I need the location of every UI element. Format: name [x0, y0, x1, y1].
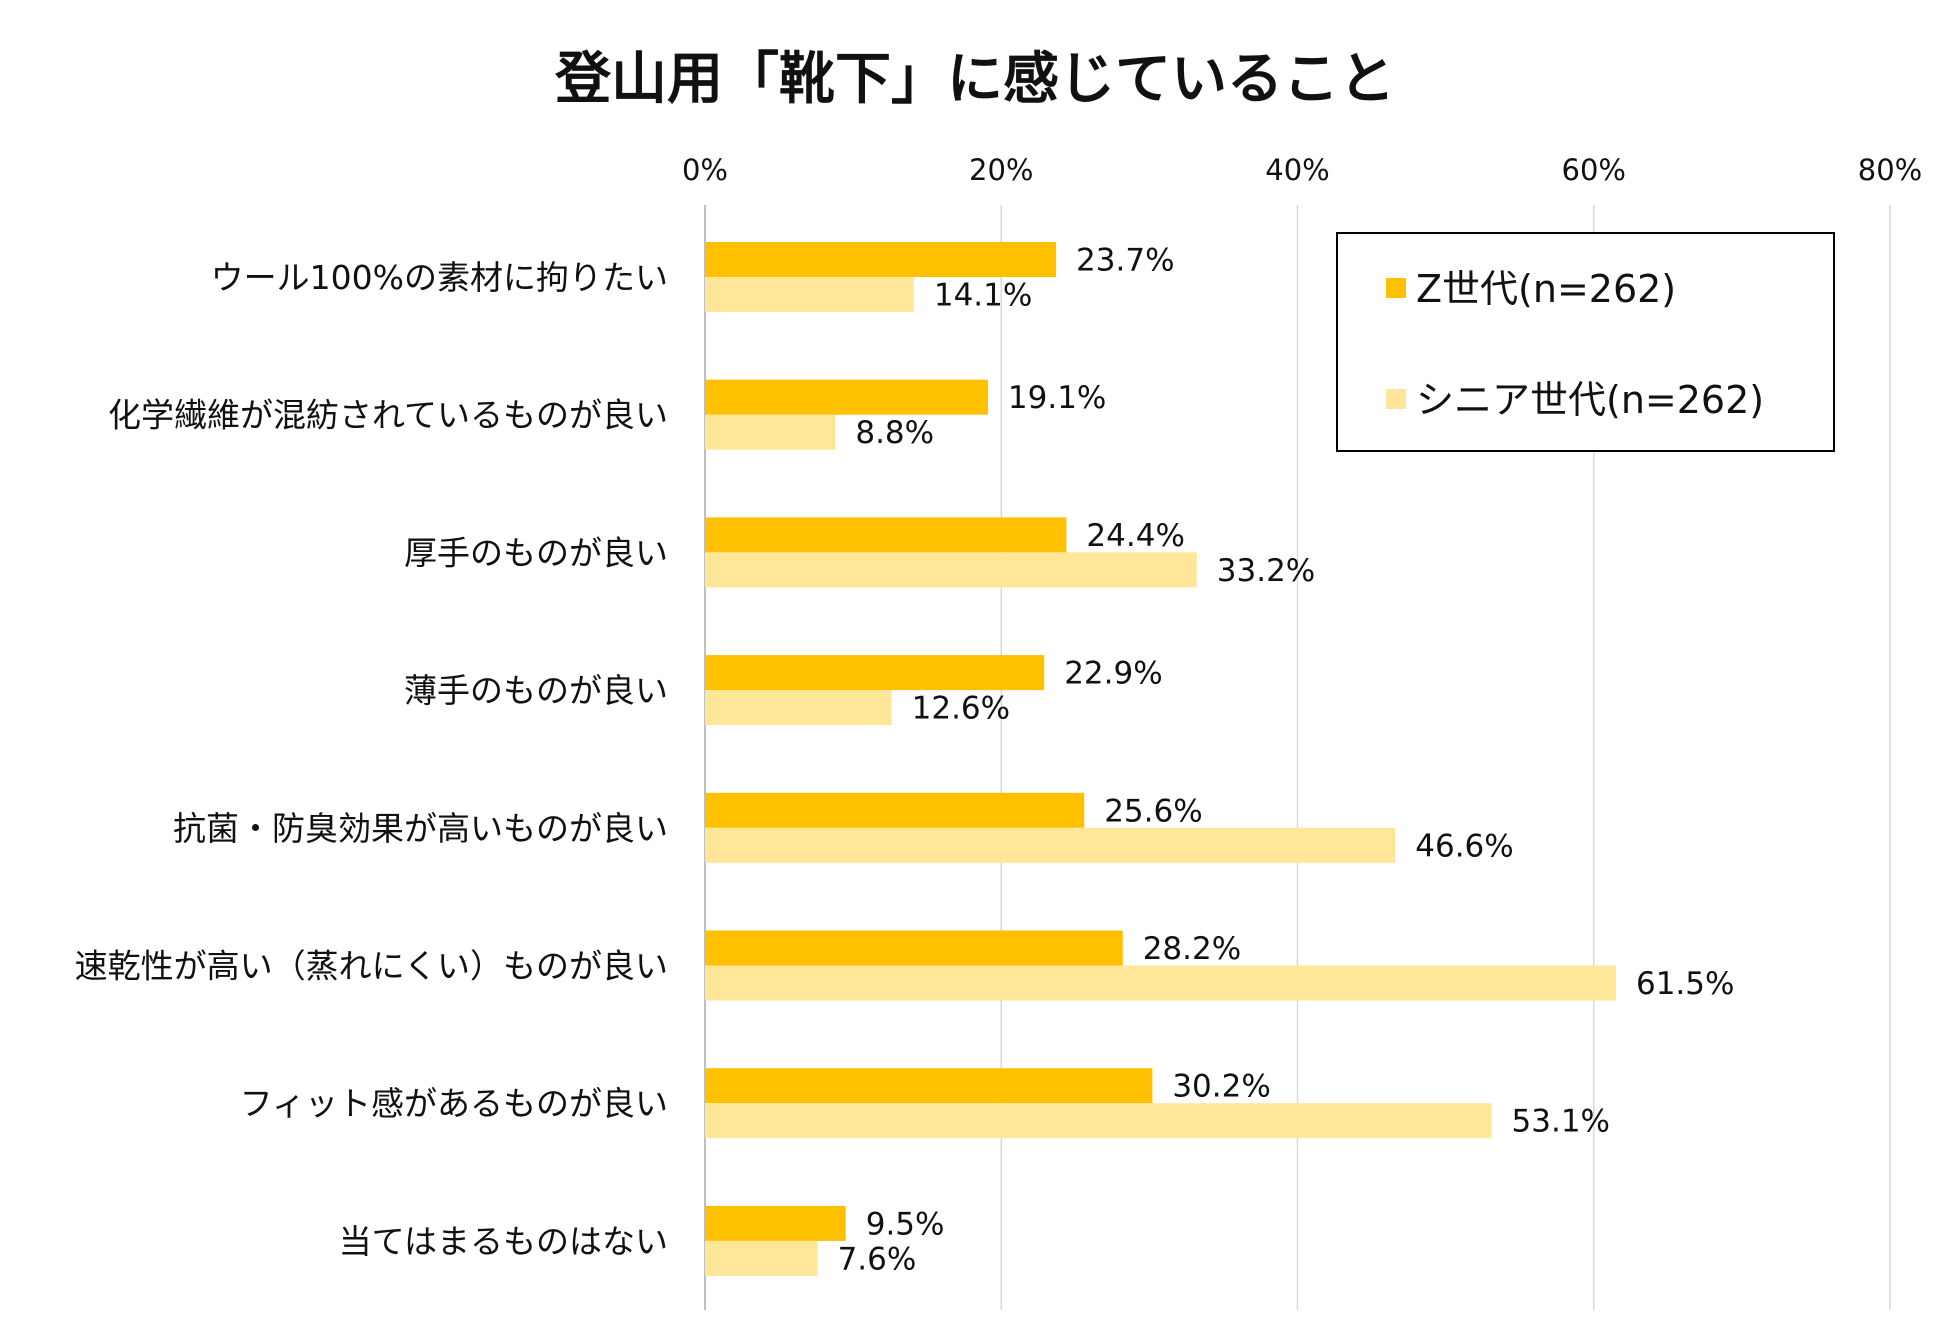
bar-z-generation	[705, 517, 1067, 553]
legend-label-z: Z世代(n=262)	[1416, 267, 1676, 311]
category-label: 抗菌・防臭効果が高いものが良い	[173, 809, 668, 848]
bar-z-generation	[705, 655, 1045, 691]
category-label: フィット感があるものが良い	[240, 1084, 668, 1123]
bar-z-generation	[705, 930, 1123, 966]
data-label: 24.4%	[1086, 518, 1184, 554]
data-label: 53.1%	[1512, 1104, 1610, 1140]
category-label: 当てはまるものはない	[339, 1222, 668, 1261]
legend-box	[1336, 232, 1835, 452]
category-label: ウール100%の素材に拘りたい	[211, 258, 668, 297]
data-label: 28.2%	[1143, 931, 1241, 967]
data-label: 9.5%	[866, 1206, 945, 1242]
legend-swatch-senior	[1386, 389, 1406, 409]
bar-senior-generation	[705, 277, 914, 312]
legend-swatch-z	[1386, 278, 1406, 298]
data-label: 14.1%	[934, 278, 1032, 314]
data-label: 61.5%	[1636, 966, 1734, 1002]
data-label: 22.9%	[1064, 656, 1162, 692]
category-label: 速乾性が高い（蒸れにくい）ものが良い	[75, 947, 668, 986]
data-label: 46.6%	[1415, 828, 1513, 864]
bar-senior-generation	[705, 1103, 1492, 1139]
bar-senior-generation	[705, 1240, 818, 1276]
category-label: 薄手のものが良い	[404, 671, 668, 710]
x-tick-label: 0%	[682, 153, 728, 187]
data-label: 30.2%	[1172, 1069, 1270, 1105]
data-label: 25.6%	[1104, 793, 1202, 829]
bar-senior-generation	[705, 965, 1616, 1001]
data-label: 8.8%	[855, 415, 934, 451]
data-label: 33.2%	[1217, 553, 1315, 589]
bar-senior-generation	[705, 827, 1396, 863]
legend-label-senior: シニア世代(n=262)	[1416, 378, 1764, 422]
x-tick-label: 80%	[1858, 153, 1922, 187]
bar-z-generation	[705, 1068, 1153, 1104]
chart-title: 登山用「靴下」に感じていること	[554, 47, 1395, 112]
bar-z-generation	[705, 242, 1057, 277]
bar-senior-generation	[705, 690, 892, 726]
bars	[705, 242, 1616, 1276]
bar-senior-generation	[705, 414, 836, 450]
bar-z-generation	[705, 1205, 846, 1241]
legend: Z世代(n=262) シニア世代(n=262)	[1336, 232, 1835, 452]
category-label: 厚手のものが良い	[404, 533, 668, 572]
labels: 0% 20% 40% 60% 80% ウール100%の素材に拘りたい 23.7% 14.1% 化…	[75, 153, 1923, 1277]
bar-senior-generation	[705, 552, 1197, 588]
bar-z-generation	[705, 792, 1085, 828]
bar-z-generation	[705, 379, 988, 415]
x-tick-label: 20%	[969, 153, 1033, 187]
category-label: 化学繊維が混紡されているものが良い	[108, 396, 668, 435]
x-tick-label: 40%	[1265, 153, 1329, 187]
data-label: 12.6%	[912, 691, 1010, 727]
x-tick-label: 60%	[1562, 153, 1626, 187]
data-label: 7.6%	[838, 1241, 917, 1277]
data-label: 23.7%	[1076, 243, 1174, 279]
data-label: 19.1%	[1008, 380, 1106, 416]
